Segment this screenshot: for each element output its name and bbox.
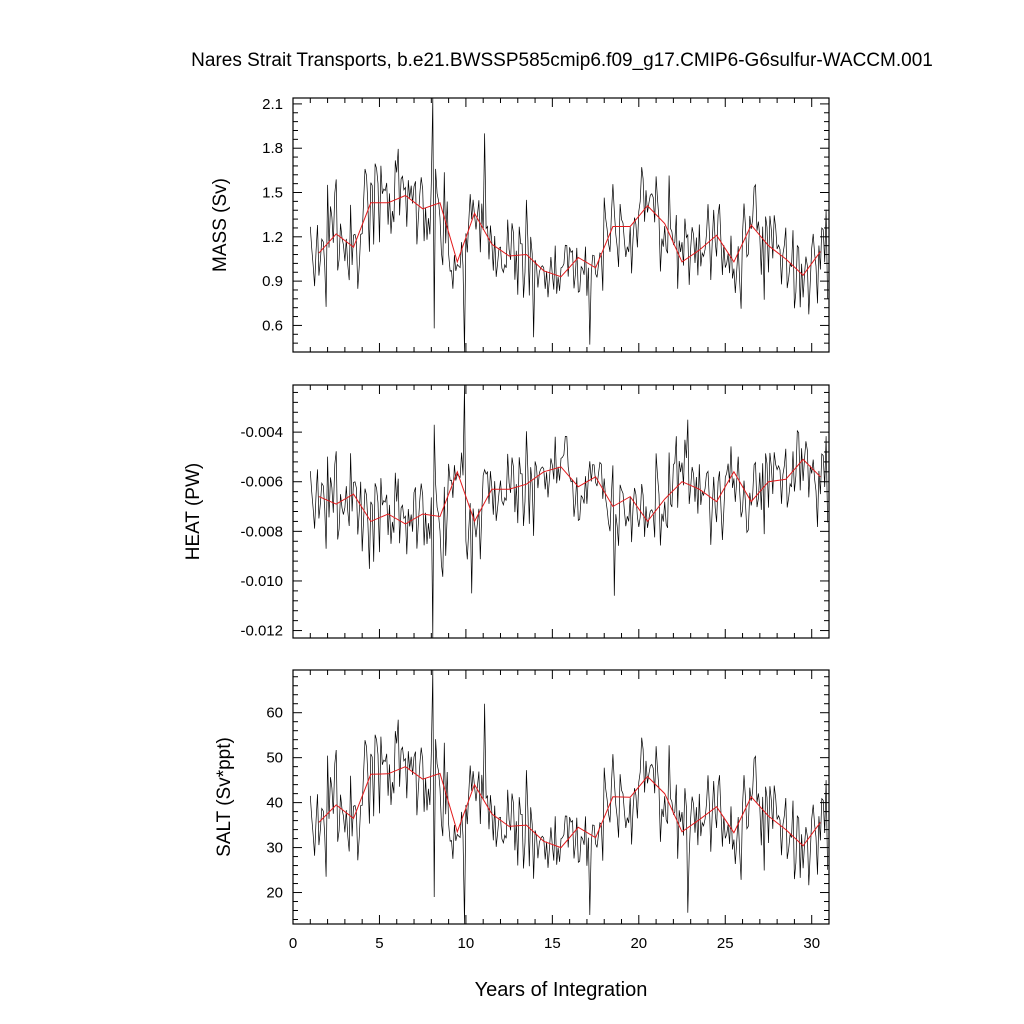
panel-frame [292,669,830,925]
y-tick-label: -0.006 [240,474,283,491]
y-tick-label: -0.008 [240,523,283,540]
y-tick-label: 0.6 [262,317,283,334]
monthly-series-line [309,97,828,353]
chart-title: Nares Strait Transports, b.e21.BWSSP585c… [191,50,933,71]
panel-frame [292,97,830,353]
panel-frame [292,384,830,639]
x-tick-label: 10 [458,935,475,952]
x-tick-label: 20 [630,935,647,952]
annual-mean-line [318,194,821,278]
y-tick-label: 40 [266,795,283,812]
x-tick-label: 5 [375,935,383,952]
y-axis-label: MASS (Sv) [210,178,231,272]
y-axis-label: HEAT (PW) [183,463,204,560]
y-tick-label: 1.5 [262,185,283,202]
x-tick-label: 30 [803,935,820,952]
y-tick-label: -0.010 [240,573,283,590]
monthly-series-line [309,669,828,925]
y-tick-label: 2.1 [262,96,283,113]
annual-mean-line [318,766,821,849]
x-axis-label: Years of Integration [475,979,648,1001]
panel-3: 20 30 40 50 60 SALT (Sv*ppt) 0 5 10 15 20 25 30 [214,669,830,952]
x-tick-label: 0 [289,935,297,952]
y-tick-label: 50 [266,750,283,767]
y-tick-label: -0.012 [240,623,283,640]
annual-mean-line [318,458,821,525]
y-tick-label: 60 [266,705,283,722]
monthly-series-line [309,384,828,639]
y-tick-label: 1.2 [262,229,283,246]
panel-2: -0.012 -0.010 -0.008 -0.006 -0.004 HEAT (PW) [183,384,830,640]
panel-1: 0.6 0.9 1.2 1.5 1.8 2.1 MASS (Sv) [210,96,830,353]
y-tick-label: 20 [266,885,283,902]
y-tick-label: 0.9 [262,273,283,290]
y-tick-label: 1.8 [262,140,283,157]
y-axis-label: SALT (Sv*ppt) [214,737,235,857]
x-tick-label: 25 [717,935,734,952]
y-tick-label: 30 [266,840,283,857]
y-tick-label: -0.004 [240,424,283,441]
x-tick-label: 15 [544,935,561,952]
